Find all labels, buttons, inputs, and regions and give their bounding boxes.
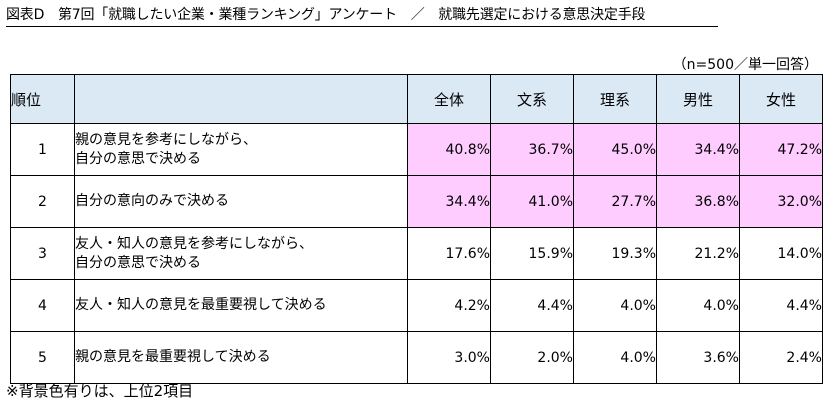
header-male: 男性	[656, 74, 740, 124]
value-sciences: 45.0%	[573, 123, 657, 176]
header-method	[74, 74, 408, 124]
table-row: 5 親の意見を最重要視して決める 3.0% 2.0% 4.0% 3.6% 2.4…	[10, 331, 823, 384]
value-male: 4.0%	[656, 279, 740, 332]
value-male: 21.2%	[656, 227, 740, 280]
value-female: 4.4%	[739, 279, 823, 332]
method-line: 親の意見を最重要視して決める	[75, 349, 271, 365]
table-header-row: 順位 全体 文系 理系 男性 女性	[10, 74, 823, 124]
value-male: 34.4%	[656, 123, 740, 176]
value-sciences: 4.0%	[573, 331, 657, 384]
ranking-table: 順位 全体 文系 理系 男性 女性 1 親の意見を参考にしながら、 自分の意思で…	[10, 74, 823, 384]
page-title: 図表D 第7回「就職したい企業・業種ランキング」アンケート ／ 就職先選定におけ…	[6, 7, 646, 23]
value-male: 36.8%	[656, 175, 740, 228]
value-humanities: 41.0%	[490, 175, 574, 228]
method-cell: 自分の意向のみで決める	[74, 175, 408, 228]
value-humanities: 4.4%	[490, 279, 574, 332]
value-total: 40.8%	[407, 123, 491, 176]
title-underline	[6, 26, 718, 27]
value-female: 14.0%	[739, 227, 823, 280]
value-sciences: 19.3%	[573, 227, 657, 280]
table-row: 1 親の意見を参考にしながら、 自分の意思で決める 40.8% 36.7% 45…	[10, 123, 823, 176]
method-line: 友人・知人の意見を参考にしながら、	[75, 235, 313, 252]
value-female: 2.4%	[739, 331, 823, 384]
method-cell: 親の意見を参考にしながら、 自分の意思で決める	[74, 123, 408, 176]
rank-cell: 4	[10, 279, 75, 332]
value-sciences: 27.7%	[573, 175, 657, 228]
header-sciences: 理系	[573, 74, 657, 124]
method-line: 親の意見を参考にしながら、	[75, 131, 257, 148]
method-cell: 友人・知人の意見を最重要視して決める	[74, 279, 408, 332]
value-female: 47.2%	[739, 123, 823, 176]
value-male: 3.6%	[656, 331, 740, 384]
rank-cell: 2	[10, 175, 75, 228]
method-line: 自分の意向のみで決める	[75, 193, 229, 209]
header-total: 全体	[407, 74, 491, 124]
value-humanities: 36.7%	[490, 123, 574, 176]
method-line: 自分の意思で決める	[75, 150, 201, 167]
value-total: 3.0%	[407, 331, 491, 384]
value-sciences: 4.0%	[573, 279, 657, 332]
rank-cell: 3	[10, 227, 75, 280]
table-row: 3 友人・知人の意見を参考にしながら、 自分の意思で決める 17.6% 15.9…	[10, 227, 823, 280]
value-female: 32.0%	[739, 175, 823, 228]
table-row: 2 自分の意向のみで決める 34.4% 41.0% 27.7% 36.8% 32…	[10, 175, 823, 228]
footer-note: ※背景色有りは、上位2項目	[6, 382, 194, 400]
value-humanities: 2.0%	[490, 331, 574, 384]
rank-cell: 1	[10, 123, 75, 176]
table-row: 4 友人・知人の意見を最重要視して決める 4.2% 4.4% 4.0% 4.0%…	[10, 279, 823, 332]
method-cell: 友人・知人の意見を参考にしながら、 自分の意思で決める	[74, 227, 408, 280]
header-humanities: 文系	[490, 74, 574, 124]
method-cell: 親の意見を最重要視して決める	[74, 331, 408, 384]
method-line: 友人・知人の意見を最重要視して決める	[75, 297, 327, 313]
sample-note: （n=500／単一回答）	[672, 57, 818, 73]
method-line: 自分の意思で決める	[75, 254, 201, 271]
value-total: 17.6%	[407, 227, 491, 280]
header-female: 女性	[739, 74, 823, 124]
value-humanities: 15.9%	[490, 227, 574, 280]
value-total: 4.2%	[407, 279, 491, 332]
value-total: 34.4%	[407, 175, 491, 228]
rank-cell: 5	[10, 331, 75, 384]
header-rank: 順位	[10, 74, 75, 124]
